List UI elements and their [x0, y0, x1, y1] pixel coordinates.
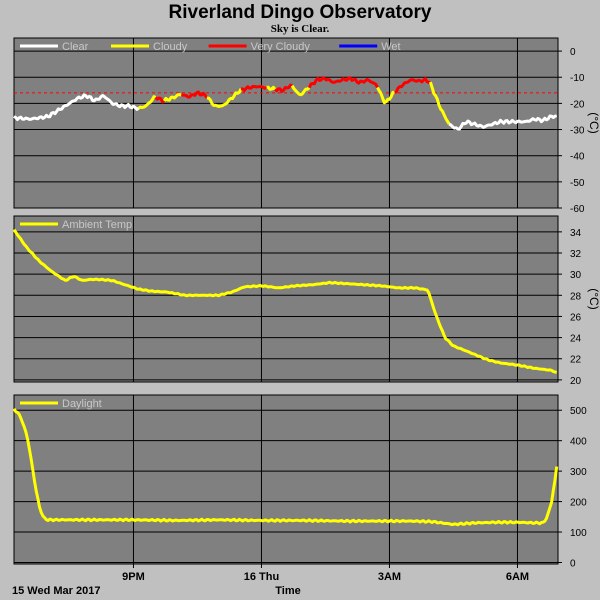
legend-label: Daylight: [62, 398, 102, 410]
x-tick-label: 3AM: [378, 571, 401, 583]
y-tick-label: 500: [570, 406, 587, 417]
series-line: [12, 407, 559, 527]
y-tick-label: -60: [570, 204, 585, 215]
series-line-segment: [137, 95, 157, 110]
x-tick-label: 9PM: [122, 571, 145, 583]
series-line-segment: [307, 76, 379, 89]
y-tick-label: 26: [570, 312, 582, 323]
plot-border: [13, 37, 559, 209]
series-line-segment: [448, 114, 558, 131]
chart-subtitle: Sky is Clear.: [271, 23, 330, 35]
plot-area: [14, 395, 558, 564]
plot-border: [13, 215, 559, 383]
y-tick-label: -50: [570, 178, 585, 189]
series-line-segment: [266, 85, 277, 91]
y-tick-label: 200: [570, 498, 587, 509]
y-tick-label: -40: [570, 152, 585, 163]
series-line-segment: [376, 86, 395, 105]
y-tick-label: 0: [570, 558, 576, 569]
plot-border: [13, 394, 559, 565]
series-line-segment: [240, 84, 268, 92]
legend-label: Clear: [62, 41, 89, 53]
series-line: [12, 228, 558, 374]
sky-temp-panel: 0 -10 -20 -30 -40 -50 -60 Clear Cloudy Very Cloud…: [13, 37, 585, 215]
y-tick-label: 34: [570, 228, 582, 239]
series-line-segment: [394, 77, 431, 94]
series-line-segment: [154, 96, 165, 104]
y-tick-label: 32: [570, 249, 582, 260]
y-tick-label: 30: [570, 270, 582, 281]
legend-label: Very Cloudy: [251, 41, 311, 53]
daylight-panel: 0 100 200 300 400 500 Daylight: [12, 394, 587, 569]
legend-label: Cloudy: [153, 41, 188, 53]
series-line-segment: [181, 90, 209, 99]
y-tick-label: 24: [570, 334, 582, 345]
series-line-segment: [274, 83, 293, 93]
sky-temp-unit-label: (°C): [587, 112, 600, 133]
legend-label: Wet: [381, 41, 400, 53]
ambient-temp-panel: 20 22 24 26 28 30 32 34 Ambient Temp: [12, 215, 582, 387]
x-axis-date-label: 15 Wed Mar 2017: [12, 585, 100, 597]
plot-area: [14, 216, 558, 382]
x-axis-title: Time: [275, 585, 300, 597]
y-tick-label: -10: [570, 73, 585, 84]
y-tick-label: 0: [570, 47, 576, 58]
y-tick-label: -20: [570, 99, 585, 110]
ambient-temp-unit-label: (°C): [587, 288, 600, 309]
y-tick-label: 22: [570, 355, 582, 366]
legend-label: Ambient Temp: [62, 219, 132, 231]
series-line-segment: [13, 93, 140, 121]
series-line-segment: [206, 88, 243, 108]
x-tick-label: 6AM: [506, 571, 529, 583]
y-tick-label: 300: [570, 467, 587, 478]
y-tick-label: 400: [570, 437, 587, 448]
y-tick-label: 100: [570, 528, 587, 539]
series-line-segment: [428, 81, 451, 125]
x-tick-label: 16 Thu: [244, 571, 279, 583]
chart-title: Riverland Dingo Observatory: [169, 2, 432, 23]
y-tick-label: 28: [570, 291, 582, 302]
y-tick-label: -30: [570, 126, 585, 137]
x-axis-ticks: 9PM 16 Thu 3AM 6AM: [122, 564, 529, 583]
y-tick-label: 20: [570, 376, 582, 387]
series-line-segment: [290, 84, 311, 97]
series-line-segment: [162, 93, 182, 102]
